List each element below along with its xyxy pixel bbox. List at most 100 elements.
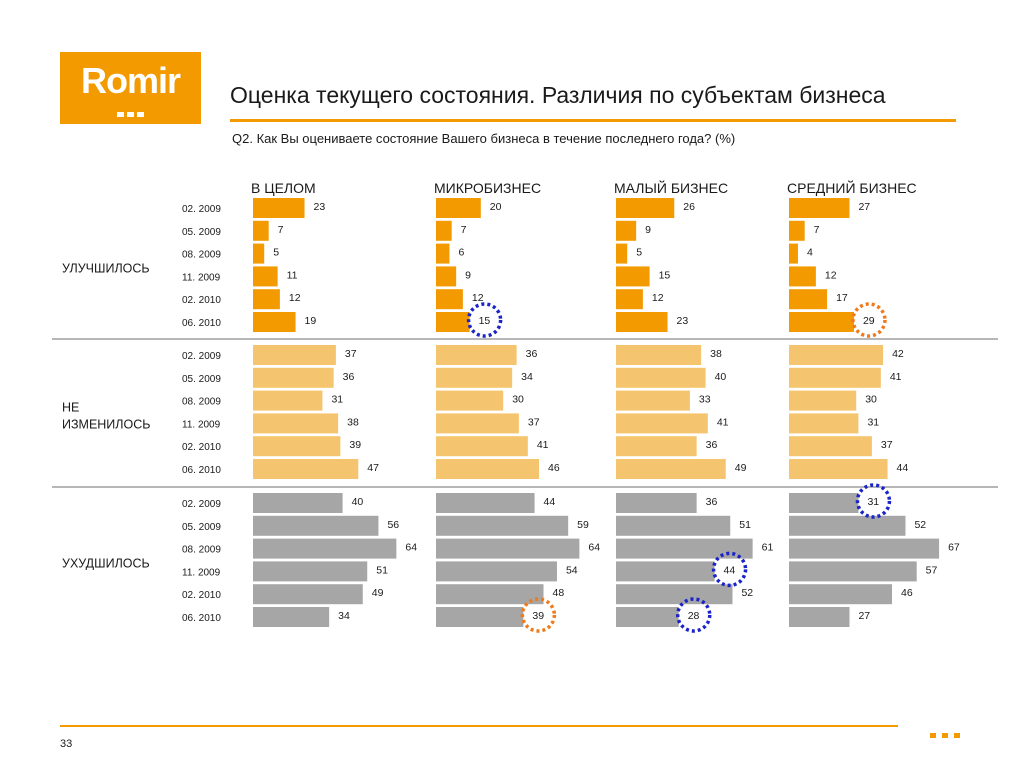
data-label: 64 (588, 542, 600, 554)
bar (616, 538, 753, 559)
data-label: 11 (287, 269, 298, 281)
data-label: 15 (659, 269, 671, 281)
data-label: 41 (537, 439, 549, 451)
bar (789, 243, 798, 264)
data-label: 49 (372, 587, 384, 599)
bar (616, 584, 733, 605)
data-label: 39 (532, 610, 544, 622)
period-label: 08. 2009 (182, 397, 221, 408)
data-label: 31 (331, 394, 343, 406)
data-label: 37 (528, 416, 540, 428)
data-label: 36 (706, 439, 718, 451)
data-label: 38 (710, 348, 722, 360)
bar (436, 266, 457, 287)
bar (253, 312, 296, 332)
bar (253, 584, 363, 605)
bar (436, 515, 569, 536)
bar (436, 345, 517, 365)
data-label: 39 (349, 439, 361, 451)
bar (616, 390, 690, 411)
data-label: 12 (472, 292, 484, 304)
data-label: 17 (836, 292, 848, 304)
bar (616, 413, 708, 434)
bar (253, 266, 278, 287)
data-label: 9 (465, 269, 471, 281)
group-label: УХУДШИЛОСЬ (62, 556, 150, 570)
data-label: 42 (892, 348, 904, 360)
bar (253, 607, 330, 627)
data-label: 29 (863, 315, 875, 327)
bar (789, 198, 850, 218)
bar (436, 220, 452, 241)
data-label: 44 (544, 496, 556, 508)
data-label: 59 (577, 519, 589, 531)
period-label: 05. 2009 (182, 522, 221, 533)
bar (436, 561, 557, 582)
bar (436, 413, 519, 434)
bar (436, 607, 524, 627)
data-label: 36 (526, 348, 538, 360)
highlight-circle (675, 597, 712, 633)
data-label: 57 (926, 564, 938, 576)
bar (253, 515, 379, 536)
data-label: 51 (376, 564, 388, 576)
bar (789, 493, 859, 513)
data-label: 37 (881, 439, 893, 451)
period-label: 02. 2009 (182, 499, 221, 510)
period-label: 02. 2009 (182, 204, 221, 215)
bar (616, 367, 706, 388)
footer-dots (930, 725, 966, 743)
bar (616, 515, 731, 536)
column-header: СРЕДНИЙ БИЗНЕС (787, 179, 917, 196)
data-label: 41 (890, 371, 902, 383)
bar (253, 436, 341, 457)
data-label: 64 (405, 542, 417, 554)
bar (253, 243, 265, 264)
period-label: 02. 2010 (182, 590, 221, 601)
highlight-circle (466, 302, 503, 338)
data-label: 54 (566, 564, 578, 576)
bar (436, 538, 580, 559)
data-label: 47 (367, 462, 379, 474)
data-label: 36 (706, 496, 718, 508)
data-label: 9 (645, 224, 651, 236)
column-header: В ЦЕЛОМ (251, 180, 316, 196)
bar (616, 493, 697, 513)
bar (253, 459, 359, 479)
data-label: 12 (652, 292, 664, 304)
bar (789, 538, 940, 559)
data-label: 4 (807, 247, 813, 259)
period-label: 02. 2010 (182, 295, 221, 306)
data-label: 30 (512, 394, 524, 406)
data-label: 49 (735, 462, 747, 474)
bar (789, 584, 893, 605)
data-label: 7 (461, 224, 467, 236)
bar (436, 436, 528, 457)
bar (789, 607, 850, 627)
bar (616, 243, 628, 264)
data-label: 44 (724, 564, 736, 576)
data-label: 46 (901, 587, 913, 599)
data-label: 67 (948, 542, 960, 554)
bar (789, 390, 857, 411)
page-title: Оценка текущего состояния. Различия по с… (230, 82, 886, 108)
bar (436, 289, 463, 310)
data-label: 38 (347, 416, 359, 428)
bar (253, 538, 397, 559)
bar (436, 312, 470, 332)
data-label: 19 (305, 315, 317, 327)
bar (789, 561, 917, 582)
bar (616, 561, 715, 582)
data-label: 6 (458, 247, 464, 259)
period-label: 11. 2009 (182, 567, 221, 578)
bar (436, 459, 540, 479)
bar (616, 345, 702, 365)
page-number: 33 (60, 738, 73, 750)
period-label: 11. 2009 (182, 419, 221, 430)
column-header: МИКРОБИЗНЕС (434, 180, 541, 196)
bar (253, 561, 368, 582)
bar (616, 312, 668, 332)
data-label: 44 (897, 462, 909, 474)
footer-divider (60, 725, 898, 727)
bar (253, 413, 339, 434)
